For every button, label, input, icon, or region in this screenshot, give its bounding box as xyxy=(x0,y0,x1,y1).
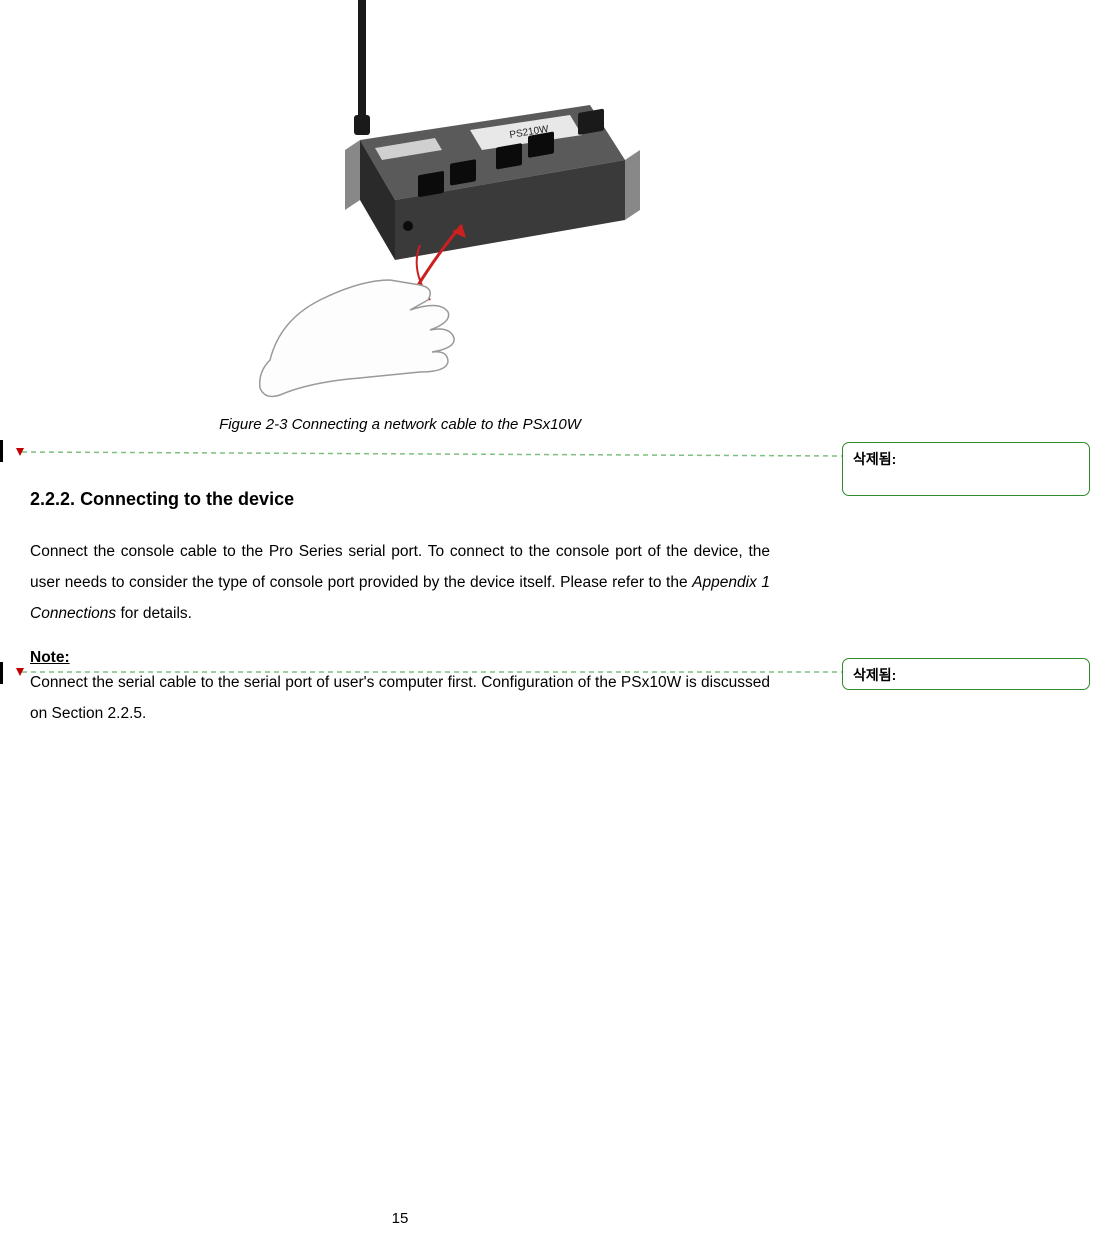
note-text: Connect the serial cable to the serial p… xyxy=(30,667,770,729)
figure-area: PS210W xyxy=(30,0,770,410)
paragraph-1: Connect the console cable to the Pro Ser… xyxy=(30,536,770,629)
comment-anchor-icon xyxy=(16,668,24,676)
paragraph-1-part2: for details. xyxy=(116,605,192,622)
section-heading: 2.2.2. Connecting to the device xyxy=(30,489,770,510)
note-block: Note: Connect the serial cable to the se… xyxy=(30,649,770,729)
document-page: PS210W xyxy=(0,0,800,1251)
figure-caption: Figure 2-3 Connecting a network cable to… xyxy=(30,416,770,433)
revision-change-bar xyxy=(0,662,3,684)
comment-label: 삭제됨: xyxy=(853,667,896,683)
section-title: Connecting to the device xyxy=(80,489,294,509)
page-number: 15 xyxy=(0,1210,800,1227)
paragraph-1-part1: Connect the console cable to the Pro Ser… xyxy=(30,543,770,591)
comment-label: 삭제됨: xyxy=(853,451,896,467)
comment-anchor-icon xyxy=(16,448,24,456)
comment-balloon-deleted[interactable]: 삭제됨: xyxy=(842,442,1090,496)
revision-change-bar xyxy=(0,440,3,462)
comment-balloon-deleted[interactable]: 삭제됨: xyxy=(842,658,1090,690)
section-number: 2.2.2. xyxy=(30,489,75,509)
note-label: Note: xyxy=(30,649,70,666)
device-illustration: PS210W xyxy=(210,0,650,400)
